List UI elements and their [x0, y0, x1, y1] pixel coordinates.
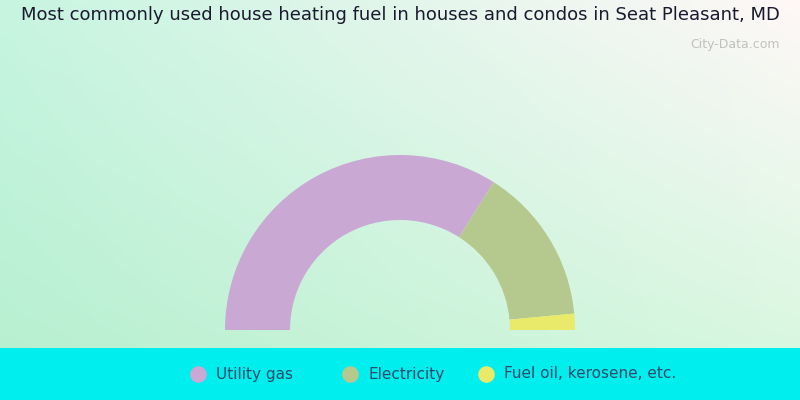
Point — [192, 371, 205, 377]
Text: Electricity: Electricity — [368, 366, 444, 382]
Point — [480, 371, 493, 377]
Wedge shape — [225, 155, 494, 330]
Wedge shape — [459, 182, 574, 320]
Text: Fuel oil, kerosene, etc.: Fuel oil, kerosene, etc. — [504, 366, 676, 382]
Wedge shape — [510, 314, 575, 330]
Point — [344, 371, 357, 377]
Text: City-Data.com: City-Data.com — [690, 38, 780, 51]
Text: Most commonly used house heating fuel in houses and condos in Seat Pleasant, MD: Most commonly used house heating fuel in… — [21, 6, 779, 24]
Text: Utility gas: Utility gas — [216, 366, 293, 382]
